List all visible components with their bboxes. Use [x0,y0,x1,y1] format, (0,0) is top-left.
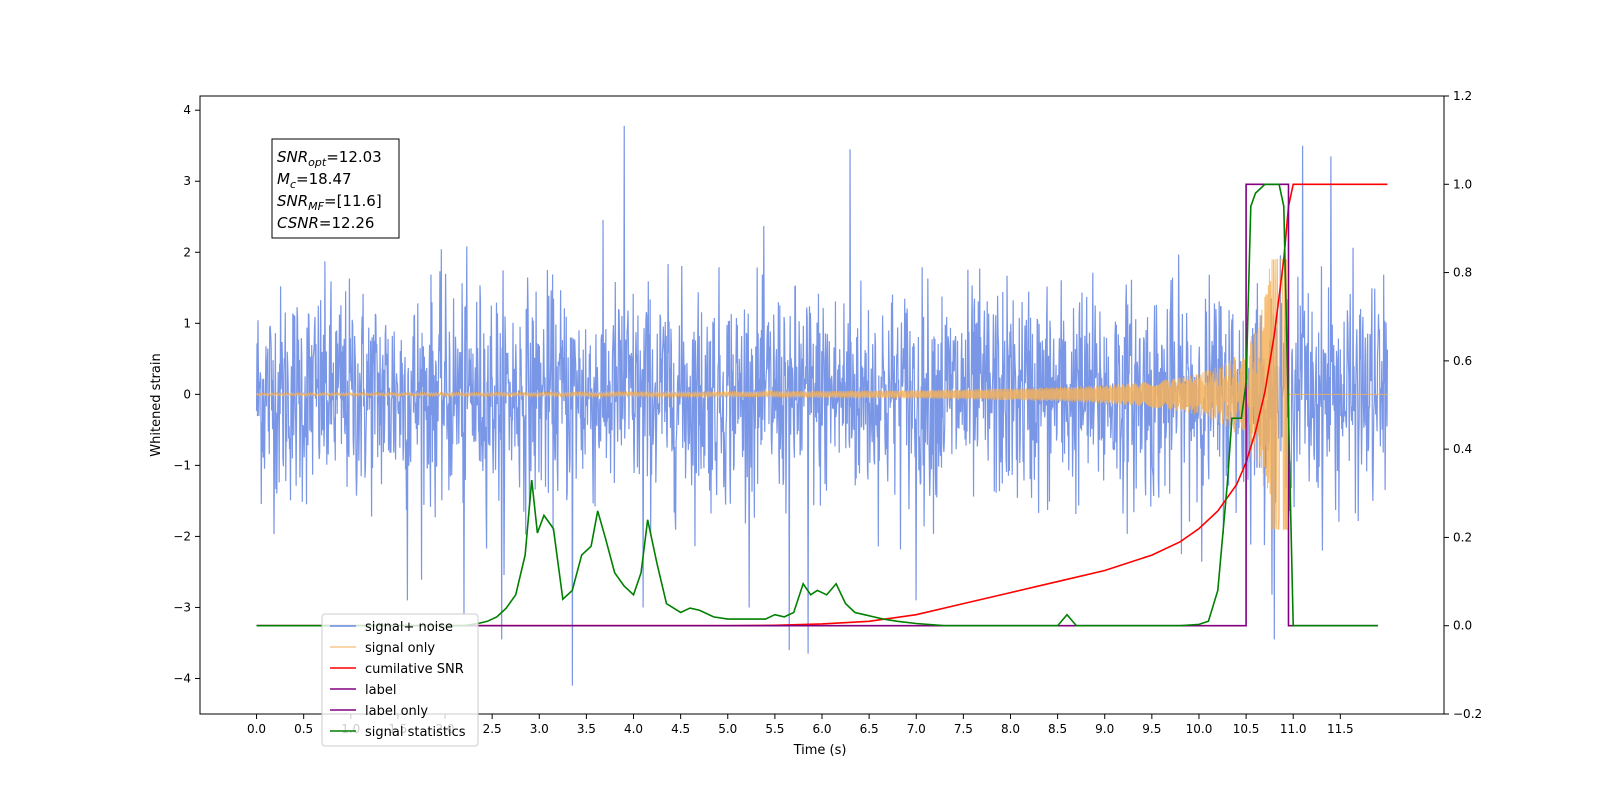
x-tick-label: 0.5 [294,722,313,736]
annotation-box: SNRopt=12.03Mc=18.47SNRMF=[11.6]CSNR=12.… [271,138,400,239]
annotation-value: =12.26 [319,214,375,232]
y-right-tick-label: 0.2 [1453,530,1472,544]
legend-label: signal only [365,641,435,656]
y-right-tick-label: 0.6 [1453,354,1472,368]
x-tick-label: 10.5 [1233,722,1260,736]
y-left-tick-label: −4 [173,671,191,685]
y-left-tick-label: −2 [173,529,191,543]
x-tick-label: 8.0 [1001,722,1020,736]
x-tick-label: 10.0 [1186,722,1213,736]
y-left-tick-label: 4 [183,103,191,117]
annotation-line: Mc=18.47 [277,170,352,191]
x-tick-label: 6.5 [860,722,879,736]
x-tick-label: 7.0 [907,722,926,736]
legend-label: label only [365,704,428,719]
legend-label: label [365,683,396,698]
legend-frame [321,613,479,747]
legend-label: signal+ noise [365,620,453,635]
y-right-tick-label: 0.0 [1453,619,1472,633]
y-axis-label: Whitened strain [149,353,164,456]
series-cumilative-snr [256,183,1388,627]
annotation-value: =18.47 [296,170,352,188]
annotation-symbol: M [277,170,290,188]
x-tick-label: 7.5 [954,722,973,736]
x-tick-label: 11.0 [1280,722,1307,736]
annotation-line: CSNR=12.26 [277,214,374,232]
x-tick-label: 8.5 [1048,722,1067,736]
y-right-axis: 1.2 1.0 0.8 0.6 0.4 0.2 0.0 −0.2 [1444,89,1482,721]
y-left-tick-label: 0 [183,387,191,401]
x-axis-label: Time (s) [793,743,847,758]
x-tick-label: 11.5 [1327,722,1354,736]
y-left-axis: 4 3 2 1 0 −1 −2 −3 −4 [173,103,200,685]
series-layer [255,125,1389,686]
y-left-tick-label: 1 [183,316,191,330]
legend-label: signal statistics [365,725,466,740]
x-tick-label: 5.5 [765,722,784,736]
y-left-tick-label: 3 [183,174,191,188]
annotation-frame [271,138,400,239]
x-tick-label: 3.0 [530,722,549,736]
x-tick-label: 4.5 [671,722,690,736]
y-left-tick-label: −3 [173,600,191,614]
y-left-tick-label: 2 [183,245,191,259]
x-tick-label: 9.5 [1142,722,1161,736]
x-tick-label: 3.5 [577,722,596,736]
series-signal-noise [255,125,1389,686]
annotation-symbol: SNR [277,192,308,210]
legend: signal+ noise signal only cumilative SNR la… [321,613,479,747]
y-right-tick-label: 1.2 [1453,89,1472,103]
annotation-value: =[11.6] [324,192,382,210]
x-tick-label: 0.0 [247,722,266,736]
x-axis: 0.00.51.01.52.02.53.03.54.04.55.05.56.06… [247,714,1354,736]
series-signal-statistics [256,183,1379,627]
x-tick-label: 5.0 [718,722,737,736]
annotation-line: SNRMF=[11.6] [277,192,382,213]
x-tick-label: 4.0 [624,722,643,736]
x-tick-label: 6.0 [812,722,831,736]
y-right-tick-label: 0.8 [1453,266,1472,280]
x-tick-label: 2.5 [483,722,502,736]
y-right-tick-label: 1.0 [1453,177,1472,191]
annotation-subscript: opt [308,156,327,169]
annotation-symbol: SNR [277,148,308,166]
annotation-subscript: MF [308,200,324,213]
y-left-tick-label: −1 [173,458,191,472]
x-tick-label: 9.0 [1095,722,1114,736]
y-right-tick-label: −0.2 [1453,707,1482,721]
annotation-subscript: c [290,178,296,191]
series-signal-only [256,258,1388,530]
legend-label: cumilative SNR [365,662,464,677]
annotation-symbol: CSNR [277,214,319,232]
annotation-value: =12.03 [326,148,382,166]
y-right-tick-label: 0.4 [1453,442,1472,456]
annotation-line: SNRopt=12.03 [277,148,382,169]
